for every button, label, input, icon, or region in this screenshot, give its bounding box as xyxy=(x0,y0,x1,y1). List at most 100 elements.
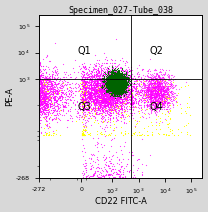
Point xyxy=(101,89,104,92)
Point xyxy=(120,83,124,86)
Point xyxy=(108,82,111,86)
Point xyxy=(163,100,167,104)
Point xyxy=(113,122,116,126)
Point xyxy=(113,98,116,101)
Point xyxy=(186,102,189,105)
Point xyxy=(158,116,161,120)
Point xyxy=(113,79,116,82)
Point xyxy=(117,79,121,82)
Point xyxy=(82,100,85,103)
Point xyxy=(161,98,164,101)
Point xyxy=(40,87,43,90)
Point xyxy=(109,85,112,88)
Point xyxy=(119,74,123,78)
Point xyxy=(105,82,108,86)
Point xyxy=(103,173,106,177)
Point xyxy=(113,83,116,87)
Point xyxy=(143,93,146,96)
Point xyxy=(89,109,93,113)
Point xyxy=(164,93,167,96)
Point xyxy=(156,98,159,101)
Point xyxy=(81,75,84,78)
Point xyxy=(144,93,147,96)
Point xyxy=(43,67,47,70)
Point xyxy=(103,77,106,80)
Point xyxy=(112,75,115,78)
Point xyxy=(173,83,177,87)
Point xyxy=(132,82,136,85)
Point xyxy=(76,111,79,114)
Point xyxy=(156,99,159,103)
Point xyxy=(47,59,50,63)
Point xyxy=(100,174,103,178)
Point xyxy=(107,79,110,82)
Point xyxy=(111,70,115,73)
Point xyxy=(61,90,65,93)
Point xyxy=(116,81,119,85)
Point xyxy=(108,99,111,103)
Point xyxy=(106,82,110,86)
Point xyxy=(117,82,120,86)
Point xyxy=(120,80,123,84)
Point xyxy=(114,81,117,84)
Point xyxy=(43,93,47,97)
Point xyxy=(38,82,41,86)
Point xyxy=(81,125,85,128)
Point xyxy=(89,166,92,170)
Point xyxy=(116,81,120,84)
Point xyxy=(111,81,115,84)
Point xyxy=(115,82,118,85)
Point xyxy=(100,114,103,117)
Point xyxy=(159,93,162,96)
Point xyxy=(71,119,74,123)
Point xyxy=(98,104,101,107)
Point xyxy=(111,71,114,74)
Point xyxy=(128,100,131,103)
Point xyxy=(168,94,171,97)
Point xyxy=(140,96,143,100)
Point xyxy=(118,83,121,86)
Point xyxy=(104,80,107,84)
Point xyxy=(110,154,113,157)
Point xyxy=(115,81,119,85)
Point xyxy=(97,158,100,161)
Point xyxy=(107,80,110,84)
Point xyxy=(88,162,92,165)
Point xyxy=(121,73,124,77)
Point xyxy=(160,86,163,89)
Point xyxy=(121,79,125,82)
Point xyxy=(110,83,113,86)
Point xyxy=(117,83,121,86)
Point xyxy=(109,74,112,77)
Point xyxy=(105,76,108,80)
Point xyxy=(115,89,118,93)
Point xyxy=(109,138,113,142)
Point xyxy=(107,88,110,91)
Point xyxy=(41,93,44,97)
Point xyxy=(117,83,120,87)
Point xyxy=(109,111,112,114)
Point xyxy=(117,80,121,83)
Point xyxy=(115,78,119,81)
Point xyxy=(162,85,165,89)
Point xyxy=(45,92,48,96)
Point xyxy=(105,100,108,104)
Point xyxy=(161,75,164,79)
Point xyxy=(93,91,97,95)
Point xyxy=(104,84,107,87)
Point xyxy=(110,88,114,92)
Point xyxy=(43,107,47,110)
Point xyxy=(50,74,54,77)
Point xyxy=(122,89,126,92)
Point xyxy=(41,109,45,112)
Point xyxy=(38,86,41,90)
Point xyxy=(94,65,97,68)
Point xyxy=(41,93,44,96)
Point xyxy=(137,82,140,86)
Point xyxy=(150,95,153,98)
Point xyxy=(118,79,121,82)
Point xyxy=(81,91,85,94)
Point xyxy=(122,134,125,137)
Point xyxy=(113,99,116,103)
Point xyxy=(136,89,140,92)
